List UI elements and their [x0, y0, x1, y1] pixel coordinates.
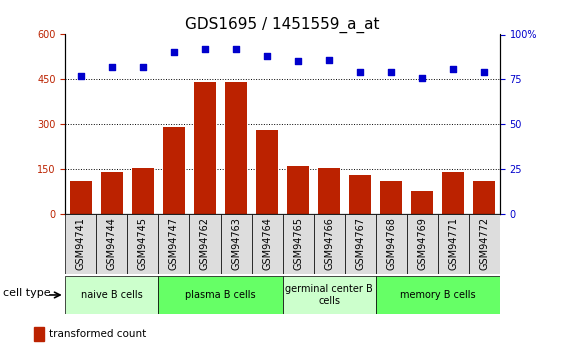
- Bar: [314, 214, 345, 274]
- Point: [262, 53, 272, 59]
- Bar: [375, 214, 407, 274]
- Text: GSM94768: GSM94768: [386, 217, 396, 270]
- Text: GSM94769: GSM94769: [417, 217, 427, 270]
- Text: GSM94771: GSM94771: [448, 217, 458, 270]
- Bar: [225, 82, 247, 214]
- Bar: [411, 191, 433, 214]
- Bar: [349, 175, 371, 214]
- Text: GSM94763: GSM94763: [231, 217, 241, 270]
- Point: [139, 64, 148, 70]
- Point: [201, 46, 210, 52]
- Bar: [375, 276, 500, 314]
- Bar: [70, 181, 91, 214]
- Bar: [469, 214, 500, 274]
- Text: GSM94745: GSM94745: [138, 217, 148, 270]
- Text: naive B cells: naive B cells: [81, 290, 143, 300]
- Bar: [252, 214, 283, 274]
- Text: memory B cells: memory B cells: [400, 290, 475, 300]
- Bar: [381, 181, 402, 214]
- Bar: [97, 214, 127, 274]
- Text: GSM94766: GSM94766: [324, 217, 334, 270]
- Bar: [158, 214, 190, 274]
- Text: GSM94747: GSM94747: [169, 217, 179, 270]
- Bar: [132, 168, 154, 214]
- Point: [107, 64, 116, 70]
- Bar: [220, 214, 252, 274]
- Text: GSM94764: GSM94764: [262, 217, 272, 270]
- Title: GDS1695 / 1451559_a_at: GDS1695 / 1451559_a_at: [185, 17, 380, 33]
- Text: cell type: cell type: [3, 288, 51, 298]
- Point: [324, 57, 333, 62]
- Point: [387, 69, 396, 75]
- Bar: [194, 82, 216, 214]
- Bar: [407, 214, 438, 274]
- Text: transformed count: transformed count: [49, 329, 146, 339]
- Bar: [190, 214, 220, 274]
- Bar: [442, 172, 464, 214]
- Bar: [65, 276, 158, 314]
- Point: [480, 69, 489, 75]
- Bar: [34, 327, 44, 341]
- Point: [232, 46, 241, 52]
- Point: [356, 69, 365, 75]
- Text: GSM94772: GSM94772: [479, 217, 489, 270]
- Bar: [438, 214, 469, 274]
- Text: germinal center B
cells: germinal center B cells: [285, 284, 373, 306]
- Point: [169, 50, 178, 55]
- Text: GSM94744: GSM94744: [107, 217, 117, 270]
- Bar: [65, 214, 97, 274]
- Bar: [163, 127, 185, 214]
- Bar: [101, 172, 123, 214]
- Bar: [345, 214, 375, 274]
- Point: [417, 75, 427, 80]
- Bar: [127, 214, 158, 274]
- Bar: [287, 166, 309, 214]
- Bar: [474, 181, 495, 214]
- Bar: [256, 130, 278, 214]
- Text: GSM94741: GSM94741: [76, 217, 86, 270]
- Bar: [283, 276, 375, 314]
- Point: [449, 66, 458, 71]
- Text: GSM94767: GSM94767: [355, 217, 365, 270]
- Bar: [158, 276, 283, 314]
- Text: GSM94765: GSM94765: [293, 217, 303, 270]
- Text: plasma B cells: plasma B cells: [185, 290, 256, 300]
- Bar: [318, 168, 340, 214]
- Point: [294, 59, 303, 64]
- Bar: [283, 214, 314, 274]
- Point: [76, 73, 85, 79]
- Text: GSM94762: GSM94762: [200, 217, 210, 270]
